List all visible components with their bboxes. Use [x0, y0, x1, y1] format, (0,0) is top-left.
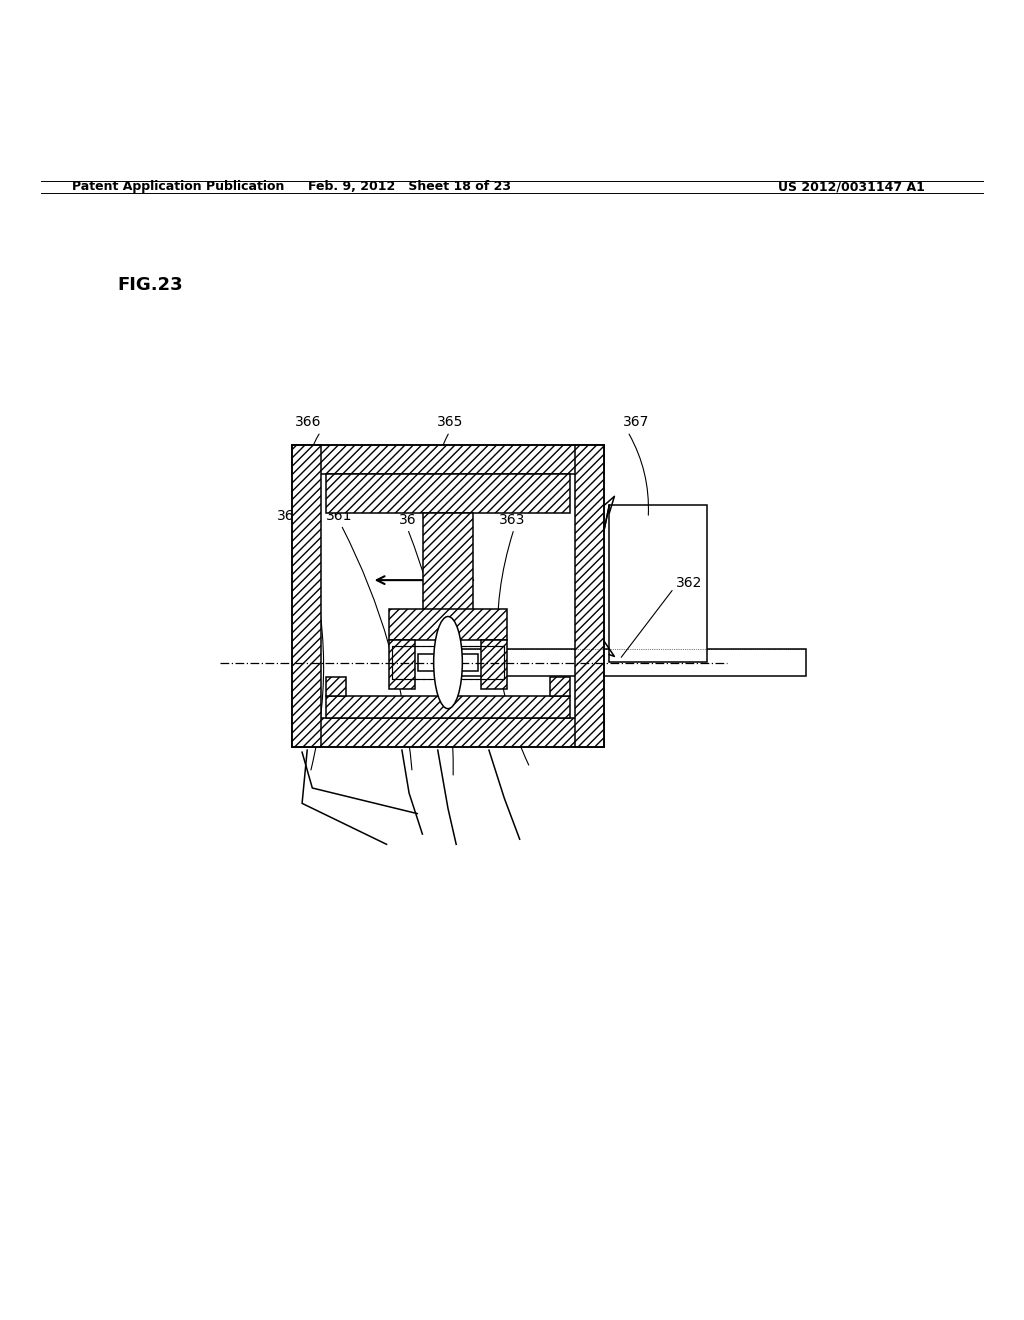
Bar	[292, 445, 604, 474]
Text: 365: 365	[437, 414, 464, 429]
Bar	[424, 512, 472, 632]
Bar	[326, 474, 570, 512]
Text: 364: 364	[276, 508, 303, 523]
Bar	[389, 610, 507, 640]
Bar	[326, 677, 346, 696]
Text: FIG.23: FIG.23	[118, 276, 183, 294]
Bar	[392, 647, 504, 678]
Text: 362: 362	[676, 577, 702, 590]
Bar	[292, 445, 321, 747]
Text: US 2012/0031147 A1: US 2012/0031147 A1	[778, 181, 925, 194]
Text: Patent Application Publication: Patent Application Publication	[72, 181, 284, 194]
Bar	[326, 696, 570, 718]
Text: 36: 36	[399, 513, 417, 527]
Text: Y: Y	[421, 598, 429, 612]
Text: 361: 361	[326, 508, 352, 523]
Text: 363: 363	[499, 513, 525, 527]
Bar	[438, 649, 807, 676]
Bar	[575, 445, 604, 747]
Text: 367: 367	[623, 414, 649, 429]
Bar	[292, 445, 604, 747]
Bar	[456, 655, 478, 671]
Ellipse shape	[434, 616, 463, 709]
Bar	[481, 640, 507, 689]
Bar	[550, 677, 570, 696]
Bar	[321, 474, 575, 718]
Bar	[609, 506, 707, 663]
Bar	[389, 640, 415, 689]
Bar	[292, 718, 604, 747]
Text: 366: 366	[295, 414, 322, 429]
Text: Feb. 9, 2012   Sheet 18 of 23: Feb. 9, 2012 Sheet 18 of 23	[308, 181, 511, 194]
Bar	[418, 655, 440, 671]
Bar	[392, 647, 504, 678]
